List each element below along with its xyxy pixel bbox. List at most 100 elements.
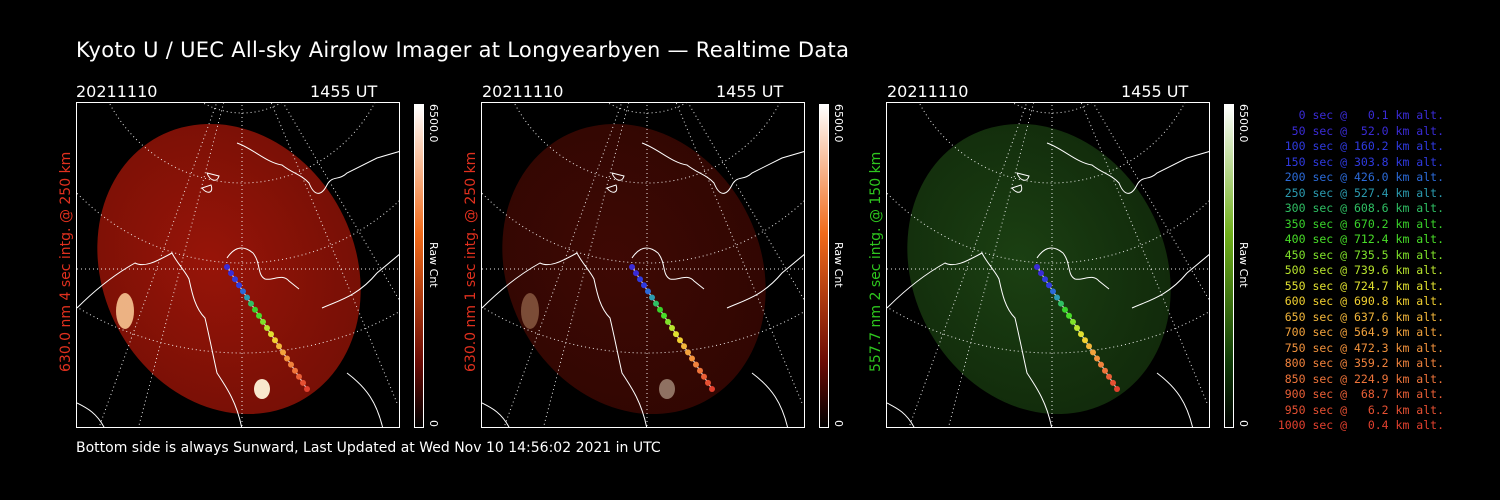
trajectory-point (657, 306, 663, 313)
trajectory-legend: 0 sec @ 0.1 km alt. 50 sec @ 52.0 km alt.… (1262, 108, 1444, 434)
aurora-spot (521, 293, 539, 329)
trajectory-point (264, 325, 270, 331)
panel-3-colorbar-label: Raw Cnt (1237, 242, 1250, 288)
trajectory-point (272, 337, 278, 344)
trajectory-point (1042, 276, 1048, 283)
legend-item: 900 sec @ 68.7 km alt. (1284, 387, 1444, 401)
legend-item: 700 sec @ 564.9 km alt. (1284, 325, 1444, 339)
legend-item: 0 sec @ 0.1 km alt. (1298, 108, 1444, 122)
sky-image (907, 123, 1171, 415)
aurora-spot (254, 379, 270, 399)
legend-item: 800 sec @ 359.2 km alt. (1284, 356, 1444, 370)
graticule (887, 103, 1209, 427)
trajectory-point (1110, 379, 1116, 386)
legend-item: 200 sec @ 426.0 km alt. (1284, 170, 1444, 184)
trajectory-point (1090, 349, 1096, 356)
legend-item: 1000 sec @ 0.4 km alt. (1277, 418, 1444, 432)
legend-item: 600 sec @ 690.8 km alt. (1284, 294, 1444, 308)
legend-item: 300 sec @ 608.6 km alt. (1284, 201, 1444, 215)
trajectory-point (637, 276, 643, 283)
trajectory-point (1054, 294, 1060, 301)
panel-2-image (481, 102, 805, 428)
legend-item: 500 sec @ 739.6 km alt. (1284, 263, 1444, 277)
panel-3-date: 20211110 (887, 82, 969, 101)
trajectory-point (705, 379, 711, 386)
panel-2-colorbar-min: 0 (832, 420, 845, 427)
trajectory-point (228, 270, 234, 277)
trajectory-point (1082, 337, 1088, 344)
legend-item: 250 sec @ 527.4 km alt. (1284, 185, 1444, 200)
rocket-trajectory (629, 264, 715, 392)
trajectory-point (701, 373, 707, 380)
trajectory-point (296, 373, 302, 380)
panel-3-colorbar-max: 6500.0 (1237, 104, 1250, 143)
trajectory-point (1102, 367, 1108, 374)
trajectory-point (629, 264, 635, 270)
trajectory-point (689, 355, 695, 362)
legend-item: 650 sec @ 637.6 km alt. (1284, 309, 1444, 324)
trajectory-point (1098, 361, 1104, 368)
trajectory-point (1066, 312, 1072, 319)
trajectory-point (1078, 331, 1084, 338)
panel-2-colorbar-max: 6500.0 (832, 104, 845, 143)
panel-2-colorbar-label: Raw Cnt (832, 242, 845, 288)
panel-2-wavelength-label: 630.0 nm 1 sec intg. @ 250 km (463, 151, 479, 372)
panel-1-colorbar-min: 0 (427, 420, 440, 427)
coastline (482, 142, 804, 427)
panel-1-colorbar (414, 104, 424, 428)
rocket-trajectory (1034, 264, 1120, 392)
trajectory-point (292, 367, 298, 374)
trajectory-point (268, 331, 274, 338)
legend-item: 450 sec @ 735.5 km alt. (1284, 247, 1444, 262)
trajectory-point (1050, 288, 1056, 295)
trajectory-point (276, 343, 282, 350)
trajectory-point (232, 276, 238, 283)
trajectory-point (288, 361, 294, 368)
panel-1-colorbar-max: 6500.0 (427, 104, 440, 143)
legend-item: 750 sec @ 472.3 km alt. (1284, 340, 1444, 355)
trajectory-point (284, 355, 290, 362)
trajectory-point (252, 306, 258, 313)
trajectory-point (300, 379, 306, 386)
trajectory-point (685, 349, 691, 356)
panel-2-colorbar (819, 104, 829, 428)
trajectory-point (1094, 355, 1100, 362)
panel-3-colorbar-min: 0 (1237, 420, 1250, 427)
trajectory-point (673, 331, 679, 338)
trajectory-point (693, 361, 699, 368)
trajectory-point (236, 282, 242, 289)
trajectory-point (1086, 343, 1092, 350)
panel-3-map (887, 103, 1209, 427)
panel-2-time: 1455 UT (716, 82, 784, 101)
trajectory-point (1034, 264, 1040, 270)
sky-image (502, 123, 766, 415)
trajectory-point (1114, 386, 1120, 392)
trajectory-point (653, 300, 659, 307)
page-title: Kyoto U / UEC All-sky Airglow Imager at … (76, 38, 850, 62)
legend-item: 350 sec @ 670.2 km alt. (1284, 216, 1444, 231)
trajectory-point (665, 318, 671, 325)
sky-image (97, 123, 361, 415)
panel-1-time: 1455 UT (310, 82, 378, 101)
trajectory-point (1074, 325, 1080, 331)
trajectory-point (669, 325, 675, 331)
panel-3-colorbar (1224, 104, 1234, 428)
trajectory-point (260, 318, 266, 325)
trajectory-point (240, 288, 246, 295)
panel-1-date: 20211110 (76, 82, 158, 101)
trajectory-point (248, 300, 254, 307)
legend-item: 850 sec @ 224.9 km alt. (1284, 371, 1444, 386)
panel-1-wavelength-label: 630.0 nm 4 sec intg. @ 250 km (58, 151, 74, 372)
panel-2-map (482, 103, 804, 427)
trajectory-point (641, 282, 647, 289)
graticule (482, 103, 804, 427)
trajectory-point (1070, 318, 1076, 325)
trajectory-point (280, 349, 286, 356)
panel-3-wavelength-label: 557.7 nm 2 sec intg. @ 150 km (868, 151, 884, 372)
panel-1-map (77, 103, 399, 427)
trajectory-point (1046, 282, 1052, 289)
legend-item: 550 sec @ 724.7 km alt. (1284, 278, 1444, 293)
panel-3-image (886, 102, 1210, 428)
trajectory-point (645, 288, 651, 295)
panel-1-colorbar-label: Raw Cnt (427, 242, 440, 288)
